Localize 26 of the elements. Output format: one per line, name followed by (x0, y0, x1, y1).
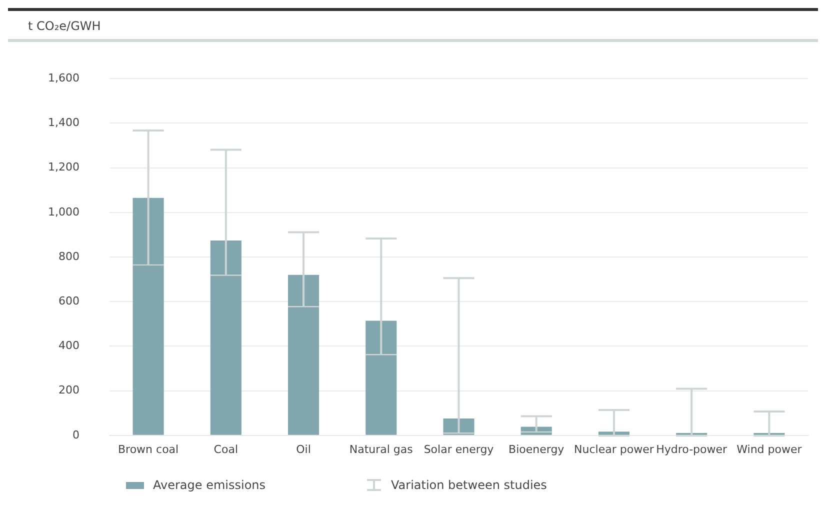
x-tick-label: Nuclear power (574, 442, 654, 456)
x-tick-label: Natural gas (349, 442, 414, 456)
y-axis-title: t CO₂e/GWH (27, 18, 102, 35)
bar (366, 320, 397, 435)
y-tick-label: 800 (58, 250, 80, 263)
bar (132, 198, 164, 435)
x-tick-label: Oil (296, 442, 311, 456)
x-tick-label: Solar energy (424, 442, 494, 456)
y-tick-label: 1,600 (48, 71, 80, 84)
y-tick-label: 200 (58, 384, 80, 397)
x-tick-label: Coal (214, 442, 238, 456)
y-tick-label: 400 (58, 339, 80, 352)
y-tick-label: 1,200 (48, 160, 80, 174)
y-tick-label: 0 (72, 428, 80, 442)
x-tick-label: Hydro-power (656, 442, 728, 456)
x-tick-label: Brown coal (118, 442, 179, 456)
y-tick-label: 1,000 (48, 205, 80, 218)
legend-label: Average emissions (153, 478, 266, 492)
y-tick-label: 600 (58, 294, 80, 308)
bar (210, 240, 242, 435)
bar (288, 274, 320, 435)
text: Variation between studies (391, 478, 547, 492)
x-tick-label: Wind power (736, 442, 802, 456)
y-tick-label: 1,400 (48, 116, 80, 130)
bar (598, 432, 630, 435)
x-tick-label: Bioenergy (508, 442, 565, 456)
